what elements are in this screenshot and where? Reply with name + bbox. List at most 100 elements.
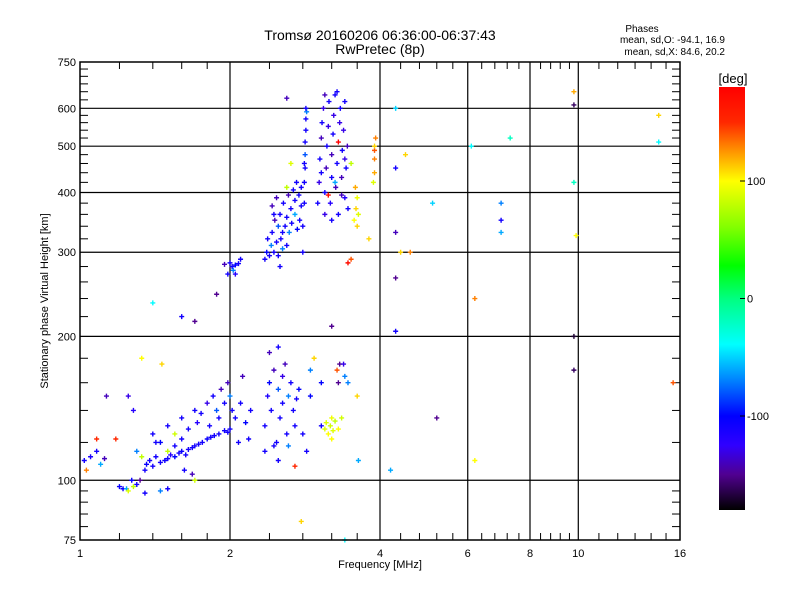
data-point xyxy=(266,380,272,386)
data-point xyxy=(352,184,358,190)
data-point xyxy=(331,112,337,118)
data-point xyxy=(139,454,145,460)
data-point xyxy=(334,160,340,166)
data-point xyxy=(288,380,294,386)
data-point xyxy=(150,300,156,306)
data-point xyxy=(207,423,213,429)
data-point xyxy=(300,431,306,437)
data-point xyxy=(330,428,336,434)
x-tick-label: 8 xyxy=(527,548,533,560)
data-point xyxy=(232,262,238,268)
data-point xyxy=(288,206,294,212)
y-tick-label: 300 xyxy=(58,247,76,259)
data-point xyxy=(172,443,178,449)
data-point xyxy=(472,457,478,463)
data-point xyxy=(179,436,185,442)
data-point xyxy=(301,179,307,185)
data-point xyxy=(571,179,577,185)
data-point xyxy=(130,484,136,490)
data-point xyxy=(354,195,360,201)
data-point xyxy=(316,179,322,185)
data-point xyxy=(300,223,306,229)
data-point xyxy=(320,105,326,111)
data-point xyxy=(322,211,328,217)
data-point xyxy=(282,361,288,367)
colorbar-tick-label: 0 xyxy=(747,294,753,306)
data-point xyxy=(243,420,249,426)
data-point xyxy=(229,407,235,413)
data-point xyxy=(282,223,288,229)
data-point xyxy=(275,457,281,463)
data-point xyxy=(113,436,119,442)
data-point xyxy=(222,428,228,434)
data-point xyxy=(185,446,191,452)
data-point xyxy=(94,436,100,442)
data-point xyxy=(329,436,335,442)
data-point xyxy=(222,261,228,267)
data-point xyxy=(232,271,238,277)
data-point xyxy=(323,420,329,426)
data-point xyxy=(332,179,338,185)
data-point xyxy=(334,367,340,373)
data-point xyxy=(345,380,351,386)
data-point xyxy=(225,429,231,435)
data-point xyxy=(129,477,135,483)
data-point xyxy=(292,463,298,469)
data-point xyxy=(317,156,323,162)
data-point xyxy=(334,89,340,95)
colorbar-ticks: 100 0 -100 xyxy=(740,176,769,423)
data-point xyxy=(290,187,296,193)
data-point xyxy=(318,380,324,386)
data-point xyxy=(225,271,231,277)
data-point xyxy=(341,127,347,133)
y-tick-label: 400 xyxy=(58,187,76,199)
data-point xyxy=(324,143,330,149)
data-point xyxy=(348,160,354,166)
data-point xyxy=(199,439,205,445)
data-point xyxy=(304,109,310,115)
data-point xyxy=(337,105,343,111)
data-point xyxy=(335,139,341,145)
phase-annotation-x: mean, sd,X: 84.6, 20.2 xyxy=(624,47,725,58)
data-point xyxy=(343,165,349,171)
data-point xyxy=(319,120,325,126)
data-point xyxy=(303,116,309,122)
data-point xyxy=(326,99,332,105)
data-point xyxy=(150,463,156,469)
data-point xyxy=(262,423,268,429)
data-point xyxy=(265,393,271,399)
data-point xyxy=(297,217,303,223)
data-point xyxy=(168,452,174,458)
data-point xyxy=(298,518,304,524)
data-point xyxy=(275,223,281,229)
y-tick-label: 100 xyxy=(58,475,76,487)
data-point xyxy=(192,318,198,324)
data-point xyxy=(196,441,202,447)
data-point xyxy=(125,393,131,399)
data-point xyxy=(468,143,474,149)
data-point xyxy=(388,467,394,473)
data-point xyxy=(472,296,478,302)
x-tick-label: 10 xyxy=(572,548,584,560)
data-point xyxy=(292,211,298,217)
data-point xyxy=(103,393,109,399)
data-point xyxy=(102,456,108,462)
data-point xyxy=(284,95,290,101)
data-point xyxy=(227,426,233,432)
data-point xyxy=(192,407,198,413)
x-tick-label: 4 xyxy=(377,548,383,560)
data-point xyxy=(325,431,331,437)
data-point xyxy=(183,452,189,458)
data-point xyxy=(372,156,378,162)
data-point xyxy=(157,488,163,494)
data-point xyxy=(339,415,345,421)
data-point xyxy=(280,400,286,406)
data-point xyxy=(165,448,171,454)
data-point xyxy=(286,229,292,235)
data-point xyxy=(246,436,252,442)
colorbar-label: [deg] xyxy=(719,71,748,86)
data-point xyxy=(192,477,198,483)
data-point xyxy=(278,236,284,242)
data-point xyxy=(573,233,579,239)
data-point xyxy=(275,386,281,392)
